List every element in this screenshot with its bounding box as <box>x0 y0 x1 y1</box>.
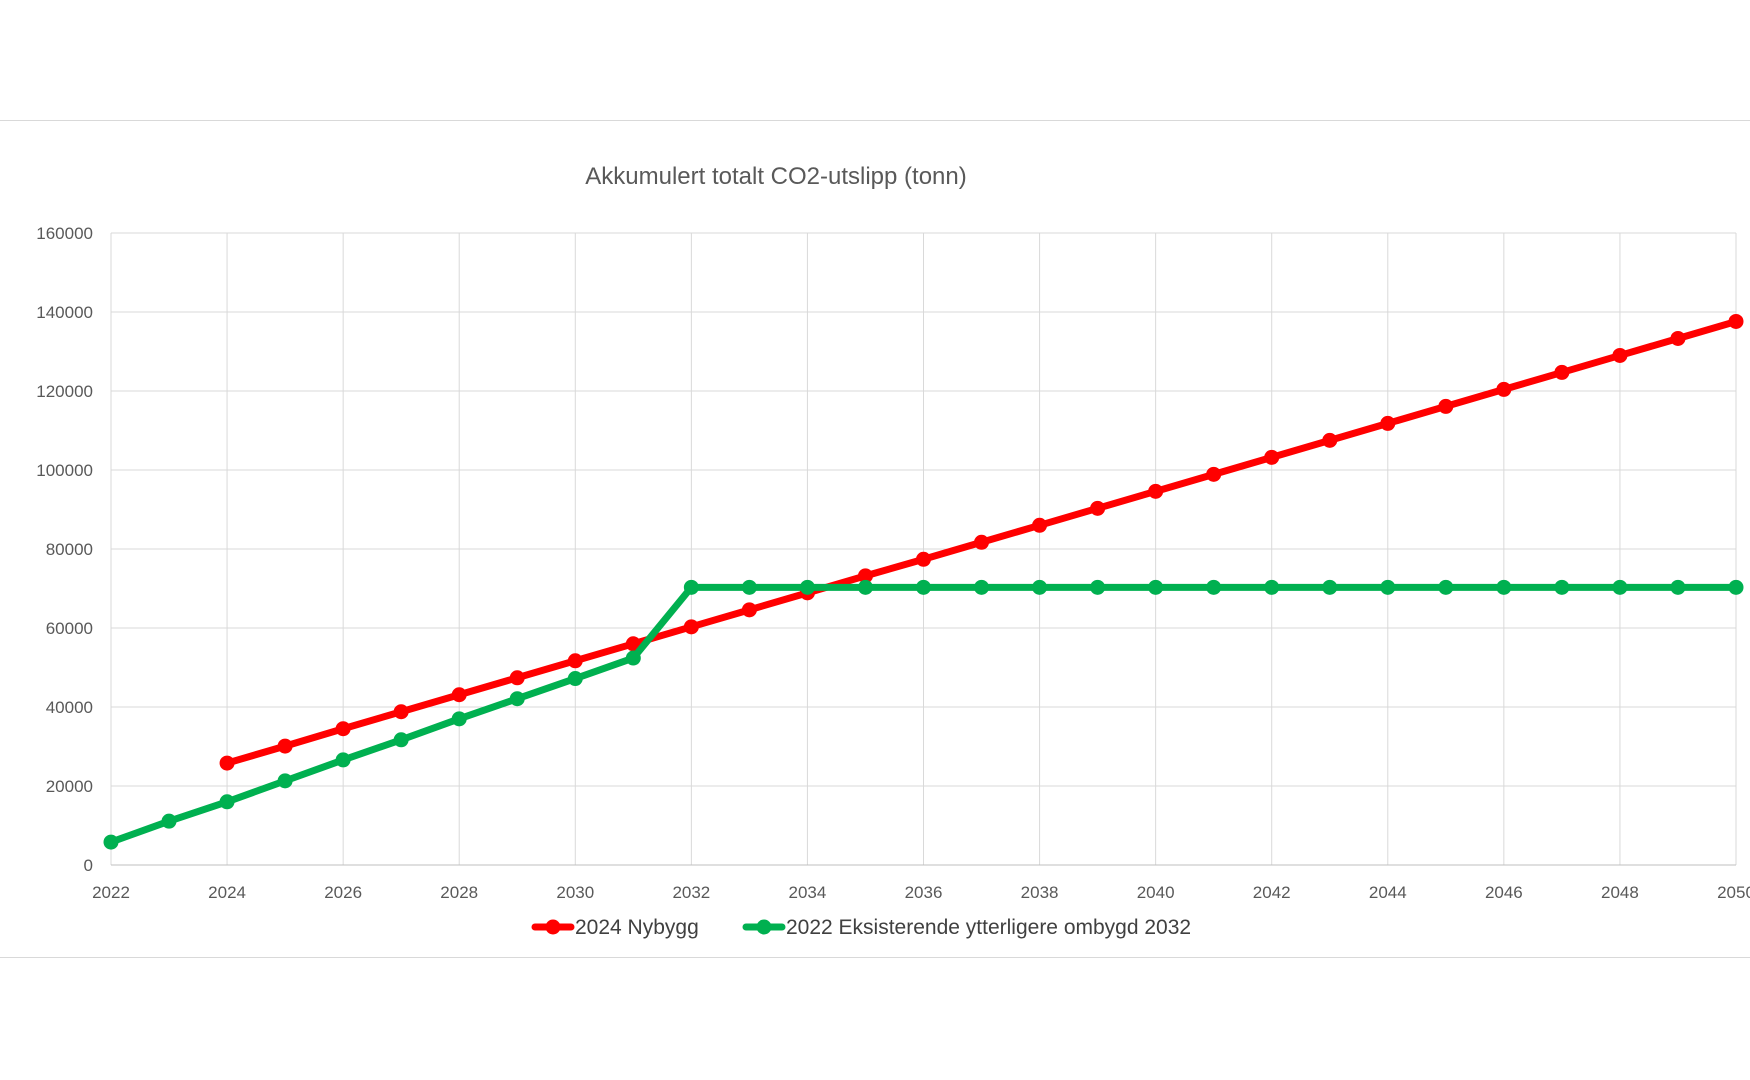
series-2-point <box>1728 579 1744 595</box>
chart-frame-bottom-border <box>0 957 1750 958</box>
x-tick-label: 2032 <box>672 883 710 902</box>
x-tick-label: 2034 <box>789 883 827 902</box>
series-2-point <box>741 579 757 595</box>
x-tick-label: 2046 <box>1485 883 1523 902</box>
series-2-point <box>509 691 525 707</box>
legend-swatch-marker <box>756 919 772 935</box>
series-1-point <box>451 687 467 703</box>
series-1-point <box>1264 449 1280 465</box>
series-1-point <box>1032 517 1048 533</box>
y-tick-label: 140000 <box>36 303 93 322</box>
y-tick-label: 100000 <box>36 461 93 480</box>
x-tick-label: 2028 <box>440 883 478 902</box>
series-2-point <box>974 579 990 595</box>
series-1-point <box>393 704 409 720</box>
series-2-point <box>451 711 467 727</box>
y-tick-label: 20000 <box>46 777 93 796</box>
gridlines <box>110 232 1737 866</box>
series-2-point <box>103 834 119 850</box>
legend: 2024 Nybygg 2022 Eksisterende ytterligere… <box>531 916 1191 939</box>
series-1-point <box>1322 432 1338 448</box>
series-1-point <box>335 721 351 737</box>
series-2-point <box>393 732 409 748</box>
y-tick-label: 40000 <box>46 698 93 717</box>
series-2-point <box>161 813 177 829</box>
series-1-point <box>1380 415 1396 431</box>
x-tick-label: 2048 <box>1601 883 1639 902</box>
series-2-point <box>1438 579 1454 595</box>
series-2-point <box>799 579 815 595</box>
series-2-point <box>683 579 699 595</box>
series-1-point <box>567 653 583 669</box>
series-2-point <box>277 773 293 789</box>
series-2-point <box>625 650 641 666</box>
series-layer <box>103 313 1744 850</box>
series-1-point <box>1670 330 1686 346</box>
series-1-point <box>1612 347 1628 363</box>
series-1-point <box>1090 500 1106 516</box>
series-1-point <box>1148 483 1164 499</box>
y-tick-label: 160000 <box>36 224 93 243</box>
chart-frame-top-border <box>0 120 1750 121</box>
series-1-point <box>625 636 641 652</box>
series-1-point <box>277 738 293 754</box>
series-1-point <box>683 619 699 635</box>
series-2-point <box>219 794 235 810</box>
series-2-point <box>1090 579 1106 595</box>
series-2-point <box>1554 579 1570 595</box>
legend-label: 2024 Nybygg <box>575 916 699 939</box>
x-tick-label: 2038 <box>1021 883 1059 902</box>
series-2-point <box>1670 579 1686 595</box>
series-2-point <box>1206 579 1222 595</box>
series-2-point <box>1380 579 1396 595</box>
y-tick-label: 120000 <box>36 382 93 401</box>
series-1-point <box>1438 398 1454 414</box>
series-1-point <box>857 568 873 584</box>
x-tick-label: 2036 <box>905 883 943 902</box>
x-tick-label: 2026 <box>324 883 362 902</box>
series-2-point <box>857 579 873 595</box>
series-1-point <box>1206 466 1222 482</box>
legend-label: 2022 Eksisterende ytterligere ombygd 203… <box>786 916 1191 939</box>
series-1-point <box>741 602 757 618</box>
series-2-point <box>1032 579 1048 595</box>
legend-swatch-marker <box>545 919 561 935</box>
series-2-point <box>335 752 351 768</box>
series-1-point <box>1728 313 1744 329</box>
axes: 0 20000 40000 60000 80000 100000 120000 140000 1… <box>36 224 1750 902</box>
series-2-point <box>1612 579 1628 595</box>
series-1-point <box>974 534 990 550</box>
x-tick-label: 2024 <box>208 883 246 902</box>
x-tick-label: 2050 <box>1717 883 1750 902</box>
series-2-point <box>1148 579 1164 595</box>
series-1-point <box>1496 381 1512 397</box>
x-tick-label: 2042 <box>1253 883 1291 902</box>
series-1-point <box>509 670 525 686</box>
x-tick-label: 2044 <box>1369 883 1407 902</box>
series-2-point <box>1264 579 1280 595</box>
series-2-point <box>567 671 583 687</box>
series-1-point <box>219 755 235 771</box>
y-tick-label: 0 <box>84 856 93 875</box>
chart-title: Akkumulert totalt CO2-utslipp (tonn) <box>585 163 966 190</box>
y-tick-label: 80000 <box>46 540 93 559</box>
series-1-point <box>1554 364 1570 380</box>
series-1-point <box>916 551 931 567</box>
x-tick-label: 2040 <box>1137 883 1175 902</box>
series-2-point <box>1496 579 1512 595</box>
series-2-point <box>916 579 931 595</box>
x-tick-label: 2030 <box>556 883 594 902</box>
y-tick-label: 60000 <box>46 619 93 638</box>
x-tick-label: 2022 <box>92 883 130 902</box>
series-2-point <box>1322 579 1338 595</box>
